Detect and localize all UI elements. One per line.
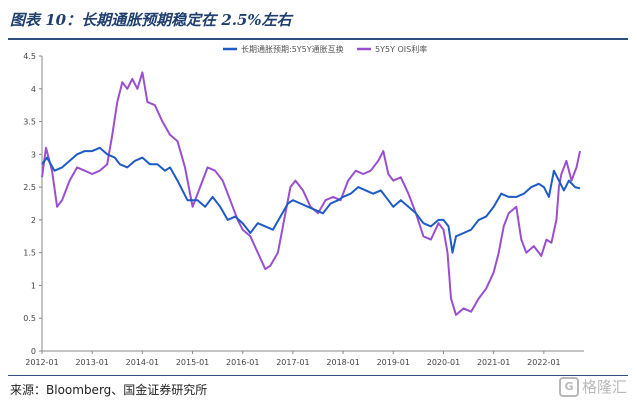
y-tick-label: 2.5: [23, 183, 36, 192]
y-tick-label: 2: [31, 216, 36, 225]
x-tick-label: 2015-01: [176, 358, 209, 367]
plot-area: [41, 71, 581, 316]
line-chart: 0 0.5 1 1.5 2 2.5 3 3.5 4 4.5 2012-01 2013-01 2014-…: [23, 44, 584, 367]
series-line-inflation-swap: [41, 146, 581, 254]
y-tick-label: 0: [31, 347, 36, 356]
x-tick-label: 2014-01: [126, 358, 159, 367]
source-note: 来源：Bloomberg、国金证券研究所: [10, 383, 208, 397]
footer-divider: [8, 375, 628, 376]
x-tick-label: 2016-01: [226, 358, 259, 367]
y-axis: 0 0.5 1 1.5 2 2.5 3 3.5 4 4.5: [23, 52, 43, 356]
x-tick-label: 2012-01: [25, 358, 58, 367]
legend-item-inflation-swap-label: 长期通胀预期:5Y5Y通胀互换: [241, 44, 344, 54]
y-tick-label: 3: [31, 150, 36, 159]
title-divider: [8, 38, 628, 40]
series-line-ois: [41, 71, 581, 316]
y-tick-label: 1.5: [23, 249, 36, 258]
x-axis: 2012-01 2013-01 2014-01 2015-01 2016-01 2017-…: [25, 350, 584, 367]
y-tick-label: 1: [31, 281, 36, 290]
x-tick-label: 2020-01: [427, 358, 460, 367]
legend-item-ois-label: 5Y5Y OIS利率: [375, 44, 427, 54]
figure-title: 图表 10：长期通胀预期稳定在 2.5%左右: [10, 11, 292, 29]
y-tick-label: 3.5: [23, 118, 36, 127]
x-tick-label: 2022-01: [527, 358, 560, 367]
x-tick-label: 2013-01: [75, 358, 108, 367]
y-tick-label: 4: [31, 85, 36, 94]
watermark: G 格隆汇: [558, 376, 627, 397]
y-tick-label: 0.5: [23, 314, 36, 323]
x-tick-label: 2019-01: [377, 358, 410, 367]
legend: 长期通胀预期:5Y5Y通胀互换 5Y5Y OIS利率: [223, 44, 427, 54]
watermark-text: 格隆汇: [581, 378, 627, 396]
x-tick-label: 2017-01: [276, 358, 309, 367]
x-tick-label: 2021-01: [477, 358, 510, 367]
x-tick-label: 2018-01: [326, 358, 359, 367]
y-tick-label: 4.5: [23, 52, 36, 61]
watermark-logo-icon: G: [558, 376, 579, 397]
